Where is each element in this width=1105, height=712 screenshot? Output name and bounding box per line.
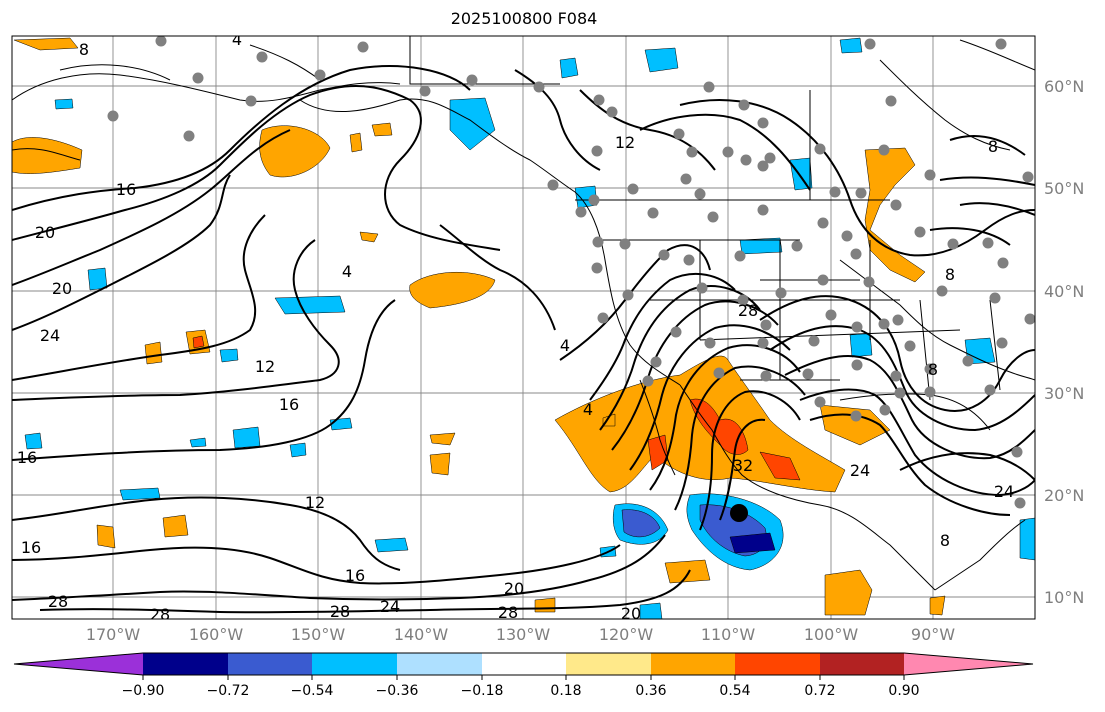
contour-label: 4 [232, 30, 242, 49]
colorbar-segment [312, 653, 397, 675]
contour-label: 20 [504, 579, 524, 598]
lon-label: 160°W [188, 625, 244, 644]
contour-label: 24 [380, 597, 400, 616]
contour-label: 20 [52, 279, 72, 298]
colorbar-tick-label: −0.18 [460, 683, 504, 699]
colorbar-segment [397, 653, 482, 675]
colorbar [13, 652, 1034, 680]
contour-label: 8 [945, 265, 955, 284]
contour-label: 12 [255, 357, 275, 376]
contour-labels: 8 4 8 12 16 20 20 24 4 12 16 12 16 16 16… [17, 30, 1014, 624]
colorbar-tick-label: −0.90 [121, 683, 165, 699]
contour-label: 4 [342, 262, 352, 281]
lon-label: 150°W [290, 625, 346, 644]
contour-label: 24 [40, 326, 60, 345]
lon-label: 120°W [598, 625, 654, 644]
contour-label: 20 [35, 223, 55, 242]
coastlines [12, 36, 1035, 591]
contour-label: 8 [940, 531, 950, 550]
strong-positive-shading [192, 335, 801, 481]
colorbar-tick-label: 0.72 [804, 683, 836, 699]
colorbar-segment [651, 653, 735, 675]
lon-label: 90°W [910, 625, 956, 644]
colorbar-tick-label: 0.90 [888, 683, 920, 699]
colorbar-tick-label: −0.54 [290, 683, 334, 699]
contour-label: 24 [994, 482, 1014, 501]
station-dots [107, 36, 1035, 509]
lat-label: 10°N [1044, 588, 1085, 607]
lon-label: 100°W [803, 625, 859, 644]
colorbar-tick-label: 0.54 [719, 683, 751, 699]
contour-label: 28 [48, 592, 68, 611]
colorbar-segment [482, 653, 566, 675]
contour-label: 20 [621, 604, 641, 623]
lon-label: 140°W [393, 625, 449, 644]
contour-label: 28 [330, 602, 350, 621]
lon-label: 130°W [495, 625, 551, 644]
colorbar-segment [566, 653, 651, 675]
contour-label: 28 [498, 603, 518, 622]
contour-label: 4 [583, 400, 593, 419]
contour-label: 24 [850, 461, 870, 480]
map-title: 2025100800 F084 [450, 9, 598, 28]
colorbar-tick-label: 0.36 [635, 683, 667, 699]
colorbar-over-arrow [904, 653, 1033, 675]
colorbar-under-arrow [14, 653, 143, 675]
contour-label: 12 [305, 493, 325, 512]
colorbar-tick-label: 0.18 [550, 683, 582, 699]
contour-label: 28 [738, 301, 758, 320]
contour-label: 16 [17, 448, 37, 467]
colorbar-segment [735, 653, 820, 675]
lat-label: 50°N [1044, 179, 1085, 198]
lon-label: 170°W [85, 625, 141, 644]
lat-label: 40°N [1044, 282, 1085, 301]
lon-label: 110°W [700, 625, 756, 644]
contour-label: 16 [345, 566, 365, 585]
contour-label: 8 [988, 137, 998, 156]
contour-lines [12, 65, 1035, 614]
secondary-contours [12, 44, 321, 161]
contour-label: 16 [116, 180, 136, 199]
colorbar-tick-label: −0.36 [375, 683, 419, 699]
contour-label: 32 [733, 456, 753, 475]
contour-label: 16 [21, 538, 41, 557]
lat-label: 30°N [1044, 384, 1085, 403]
map-frame [11, 35, 1036, 620]
contour-label: 12 [615, 133, 635, 152]
lat-label: 20°N [1044, 486, 1085, 505]
storm-center-marker [730, 504, 748, 522]
contour-label: 4 [560, 336, 570, 355]
contour-label: 8 [928, 360, 938, 379]
colorbar-tick-label: −0.72 [206, 683, 250, 699]
colorbar-segment [143, 653, 228, 675]
contour-label: 16 [279, 395, 299, 414]
contour-label: 8 [79, 40, 89, 59]
colorbar-segment [228, 653, 312, 675]
colorbar-segment [820, 653, 904, 675]
contour-label: 28 [150, 605, 170, 624]
lat-label: 60°N [1044, 77, 1085, 96]
strong-negative-shading [621, 504, 776, 557]
